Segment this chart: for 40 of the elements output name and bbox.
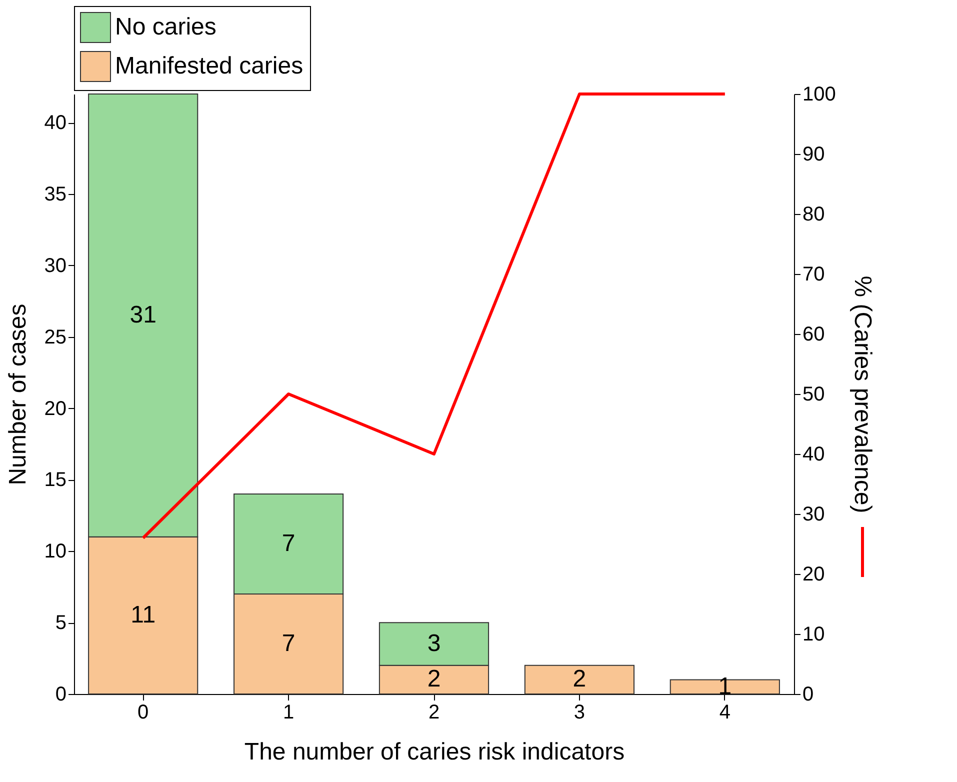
data-label: 1: [718, 672, 732, 700]
y2-tick-label: 50: [802, 384, 825, 406]
y-tick-label: 30: [44, 254, 66, 277]
y-tick-label: 5: [55, 612, 66, 634]
y2-axis-title: % (Caries prevalence): [848, 276, 876, 514]
x-tick-label: 1: [282, 702, 294, 724]
data-label: 7: [282, 530, 296, 557]
y2-tick-label: 30: [802, 504, 825, 526]
legend-label: Manifested caries: [115, 52, 304, 80]
data-label: 2: [572, 666, 586, 693]
y2-tick-label: 0: [802, 684, 814, 706]
x-tick-label: 4: [719, 702, 730, 724]
y-tick-label: 25: [44, 326, 66, 348]
y-tick-label: 40: [44, 112, 66, 134]
y2-tick-label: 100: [802, 84, 836, 106]
y-tick-label: 35: [44, 184, 66, 206]
x-axis-title: The number of caries risk indicators: [244, 738, 625, 766]
data-label: 3: [427, 630, 441, 657]
data-label: 2: [427, 666, 441, 693]
legend-label: No caries: [115, 14, 216, 40]
y-tick-label: 10: [44, 540, 66, 563]
data-label: 31: [130, 301, 156, 328]
bar: [670, 679, 780, 694]
y2-tick-label: 10: [802, 624, 825, 646]
y2-tick-label: 90: [802, 144, 825, 166]
y-tick-label: 20: [44, 398, 66, 420]
y-tick-label: 15: [44, 469, 66, 492]
bar: [524, 664, 634, 694]
y2-tick-label: 80: [802, 204, 825, 226]
y2-tick-label: 20: [802, 564, 825, 586]
y2-tick-label: 60: [802, 324, 825, 346]
y-tick-label: 0: [55, 684, 66, 706]
x-tick-label: 2: [428, 702, 440, 724]
y2-tick-label: 70: [802, 264, 825, 286]
x-tick-label: 0: [138, 702, 149, 724]
data-label: 11: [130, 601, 156, 628]
data-label: 7: [282, 630, 296, 657]
x-tick-label: 3: [574, 702, 586, 724]
y-axis-title: Number of cases: [4, 304, 32, 486]
y2-tick-label: 40: [802, 444, 825, 466]
